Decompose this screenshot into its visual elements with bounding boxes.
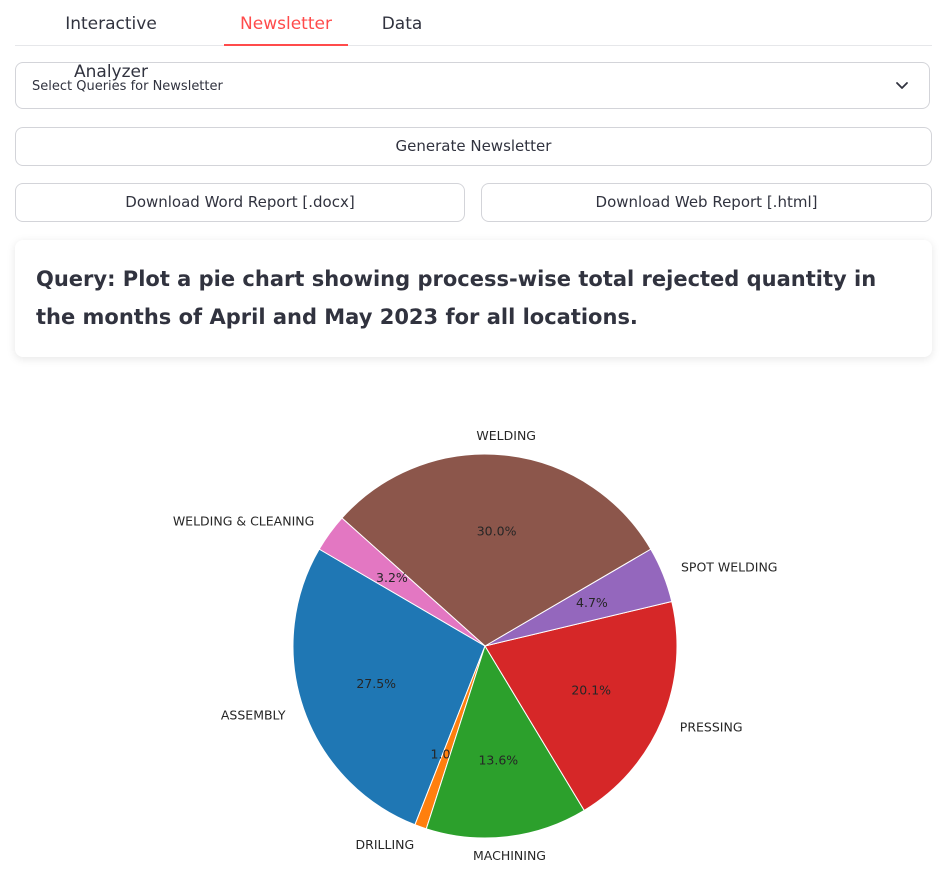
- download-web-button[interactable]: Download Web Report [.html]: [481, 183, 932, 222]
- pie-chart: ASSEMBLY27.5%DRILLING1.0%MACHINING13.6%P…: [173, 428, 778, 863]
- slice-label-welding-cleaning: WELDING & CLEANING: [173, 514, 314, 529]
- slice-percent-welding: 30.0%: [477, 523, 517, 538]
- slice-label-pressing: PRESSING: [680, 720, 743, 735]
- query-text: Query: Plot a pie chart showing process-…: [36, 267, 877, 329]
- slice-percent-machining: 13.6%: [478, 752, 518, 767]
- slice-label-assembly: ASSEMBLY: [221, 707, 286, 722]
- query-select-placeholder: Select Queries for Newsletter: [32, 79, 223, 94]
- slice-percent-welding-cleaning: 3.2%: [376, 570, 408, 585]
- slice-percent-pressing: 20.1%: [571, 683, 611, 698]
- slice-label-machining: MACHINING: [473, 848, 546, 863]
- chevron-down-icon[interactable]: [895, 80, 909, 92]
- slice-percent-assembly: 27.5%: [356, 676, 396, 691]
- pie-slice-welding-cleaning: [318, 517, 486, 647]
- tab-data[interactable]: Data: [381, 14, 423, 34]
- slice-label-drilling: DRILLING: [356, 837, 415, 852]
- tab-newsletter[interactable]: Newsletter: [224, 0, 348, 46]
- query-card: Query: Plot a pie chart showing process-…: [15, 240, 932, 357]
- slice-label-welding: WELDING: [476, 428, 536, 443]
- generate-newsletter-button[interactable]: Generate Newsletter: [15, 127, 932, 166]
- query-multiselect[interactable]: Select Queries for Newsletter: [15, 62, 930, 109]
- pie-slice-machining: [425, 644, 585, 839]
- pie-slice-welding: [341, 453, 652, 647]
- slice-percent-spot-welding: 4.7%: [576, 595, 608, 610]
- slice-label-spot-welding: SPOT WELDING: [681, 559, 778, 574]
- pie-slice-pressing: [484, 600, 678, 812]
- download-word-button[interactable]: Download Word Report [.docx]: [15, 183, 465, 222]
- tab-bar: Interactive Analyzer Newsletter Data: [15, 0, 932, 82]
- tab-interactive-analyzer[interactable]: Interactive Analyzer: [65, 14, 157, 82]
